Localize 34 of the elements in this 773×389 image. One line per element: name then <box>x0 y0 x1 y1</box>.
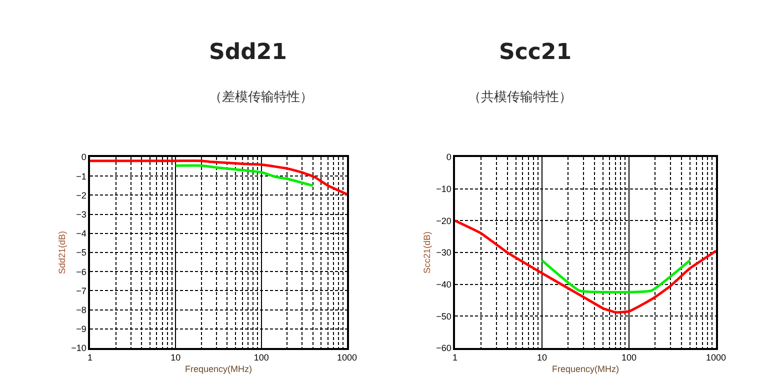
y-tick-label: −3 <box>76 209 86 220</box>
y-tick-label: −7 <box>76 286 86 296</box>
x-tick-label: 1000 <box>336 352 358 363</box>
y-tick-label: −60 <box>436 343 452 354</box>
y-tick-label: −8 <box>76 304 86 315</box>
y-tick-label: −40 <box>436 279 452 290</box>
chart-subtitle: （差模传输特性） <box>209 90 313 105</box>
y-tick-label: −10 <box>71 343 86 354</box>
x-axis-title: Frequency(MHz) <box>552 364 620 374</box>
y-tick-label: −6 <box>76 266 86 277</box>
chart-title: Scc21 <box>499 40 572 65</box>
x-tick-label: 10 <box>170 352 181 363</box>
y-tick-label: −10 <box>436 184 452 194</box>
y-tick-label: −5 <box>76 248 86 258</box>
y-tick-label: −30 <box>436 248 452 258</box>
y-tick-label: 0 <box>81 152 86 162</box>
chart-subtitle: （共模传输特性） <box>468 90 572 105</box>
x-tick-label: 100 <box>254 352 269 363</box>
x-tick-label: 100 <box>621 352 637 363</box>
y-tick-label: −20 <box>436 216 452 226</box>
y-tick-label: −9 <box>76 324 86 334</box>
x-tick-label: 1 <box>452 352 458 363</box>
x-tick-label: 10 <box>536 352 548 363</box>
y-tick-label: −4 <box>76 228 86 239</box>
chart-title: Sdd21 <box>209 40 287 65</box>
y-tick-label: −2 <box>76 190 86 200</box>
x-tick-label: 1 <box>87 352 93 363</box>
x-axis-title: Frequency(MHz) <box>184 364 252 374</box>
y-axis-title: Sdd21(dB) <box>57 230 68 274</box>
y-tick-label: 0 <box>446 152 452 162</box>
y-axis-title: Scc21(dB) <box>422 231 432 274</box>
x-tick-label: 1000 <box>706 352 726 363</box>
y-tick-label: −1 <box>76 171 86 182</box>
y-tick-label: −50 <box>436 311 452 322</box>
